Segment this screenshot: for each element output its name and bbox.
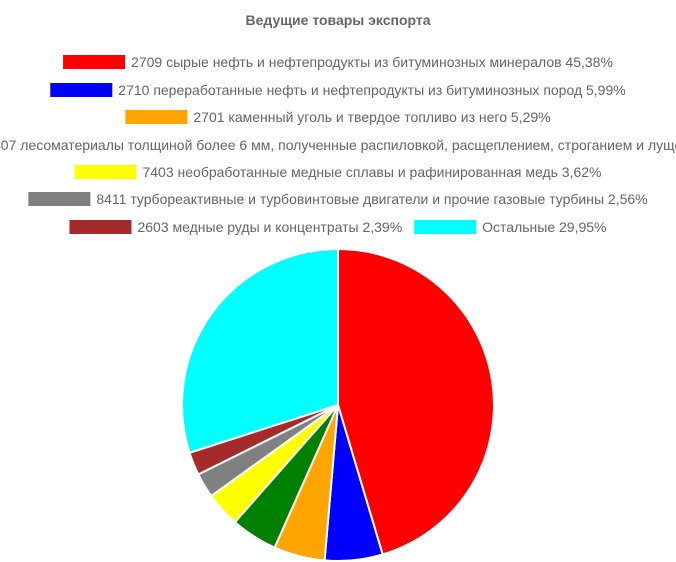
pie-slices (181, 247, 495, 562)
legend-label-3[interactable]: 4407 лесоматериалы толщиной более 6 мм, … (0, 137, 676, 153)
legend-label-1[interactable]: 2710 переработанные нефть и нефтепродукт… (118, 82, 625, 98)
legend-swatch-7[interactable] (414, 220, 477, 234)
chart-legend: 2709 сырые нефть и нефтепродукты из биту… (0, 54, 676, 235)
legend-swatch-5[interactable] (28, 192, 91, 206)
legend-swatch-2[interactable] (125, 110, 188, 124)
legend-label-4[interactable]: 7403 необработанные медные сплавы и рафи… (142, 164, 601, 180)
legend-label-7[interactable]: Остальные 29,95% (482, 219, 606, 235)
legend-swatch-1[interactable] (50, 83, 113, 97)
chart-title: Ведущие товары экспорта (245, 12, 430, 28)
legend-label-0[interactable]: 2709 сырые нефть и нефтепродукты из биту… (131, 54, 613, 70)
legend-label-5[interactable]: 8411 турбореактивные и турбовинтовые дви… (96, 191, 647, 207)
pie-slice-0[interactable] (337, 247, 495, 556)
legend-label-6[interactable]: 2603 медные руды и концентраты 2,39% (137, 219, 402, 235)
legend-swatch-4[interactable] (74, 165, 137, 179)
pie-slice-7[interactable] (181, 247, 339, 454)
legend-swatch-6[interactable] (69, 220, 132, 234)
legend-label-2[interactable]: 2701 каменный уголь и твердое топливо из… (193, 109, 550, 125)
legend-swatch-0[interactable] (63, 55, 126, 69)
